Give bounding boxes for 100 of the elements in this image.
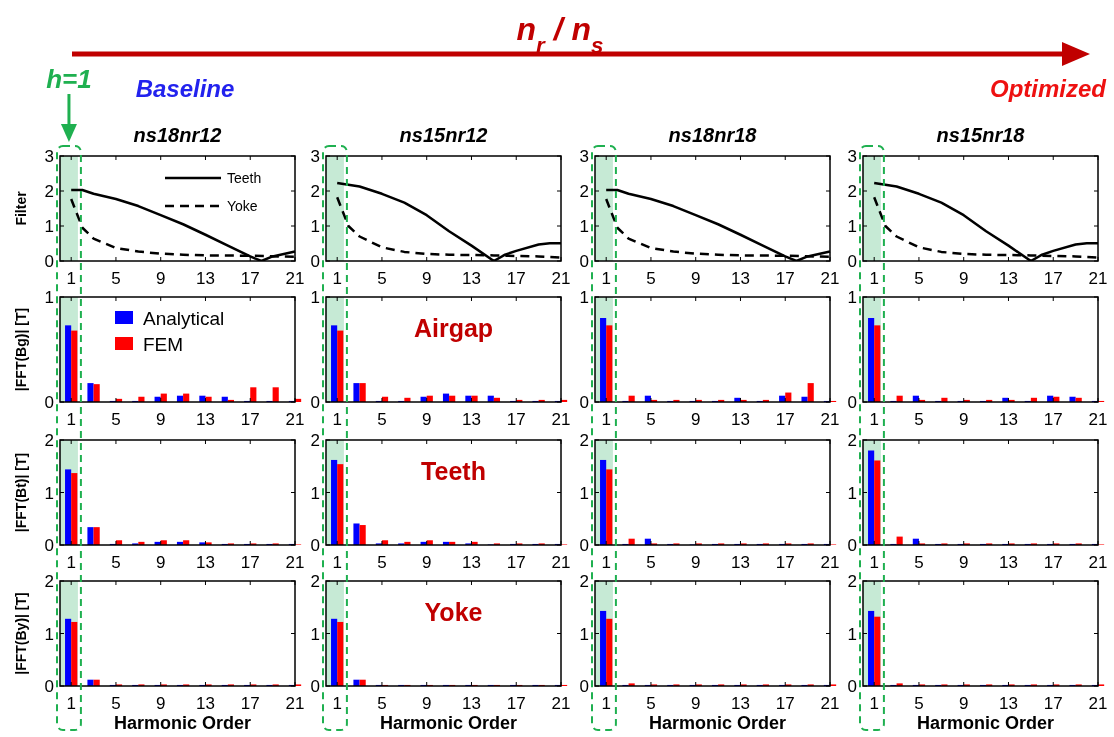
y-tick-label: 1 bbox=[579, 483, 589, 503]
y-tick-label: 0 bbox=[310, 677, 320, 696]
x-tick-label: 9 bbox=[690, 269, 701, 288]
y-tick-label: 2 bbox=[579, 182, 589, 201]
x-tick-label: 5 bbox=[377, 410, 387, 429]
x-tick-label: 1 bbox=[601, 269, 611, 288]
x-tick-label: 9 bbox=[421, 553, 432, 572]
y-tick-label: 1 bbox=[847, 624, 857, 644]
x-tick-label: 1 bbox=[66, 410, 76, 429]
x-tick-label: 21 bbox=[285, 410, 305, 429]
y-axis-title: Filter bbox=[13, 190, 29, 226]
x-tick-label: 21 bbox=[551, 694, 571, 713]
y-tick-label: 0 bbox=[579, 393, 589, 412]
text: h=1 bbox=[46, 64, 92, 94]
y-tick-label: 3 bbox=[310, 147, 320, 166]
x-tick-label: 17 bbox=[506, 410, 526, 429]
x-tick-label: 1 bbox=[869, 694, 879, 713]
x-tick-label: 5 bbox=[111, 410, 121, 429]
x-tick-label: 9 bbox=[690, 410, 701, 429]
x-tick-label: 17 bbox=[775, 694, 795, 713]
x-tick-label: 17 bbox=[1043, 410, 1063, 429]
x-tick-label: 17 bbox=[775, 410, 795, 429]
x-tick-label: 13 bbox=[462, 269, 481, 288]
y-tick-label: 1 bbox=[847, 288, 857, 307]
x-tick-label: 21 bbox=[551, 269, 571, 288]
x-tick-label: 17 bbox=[1043, 553, 1063, 572]
x-tick-label: 17 bbox=[240, 269, 260, 288]
x-tick-label: 17 bbox=[775, 269, 795, 288]
y-tick-label: 0 bbox=[310, 252, 320, 271]
y-tick-label: 2 bbox=[847, 572, 857, 591]
x-tick-label: 21 bbox=[1088, 410, 1108, 429]
x-tick-label: 21 bbox=[820, 553, 840, 572]
x-tick-label: 5 bbox=[377, 269, 387, 288]
x-tick-label: 1 bbox=[869, 553, 879, 572]
x-tick-label: 1 bbox=[601, 694, 611, 713]
y-tick-label: 2 bbox=[44, 431, 54, 450]
x-tick-label: 1 bbox=[332, 410, 342, 429]
y-tick-label: 2 bbox=[847, 431, 857, 450]
y-tick-label: 0 bbox=[44, 393, 54, 412]
x-tick-label: 13 bbox=[196, 269, 215, 288]
x-tick-label: 13 bbox=[196, 410, 215, 429]
x-tick-label: 9 bbox=[690, 694, 701, 713]
x-tick-label: 9 bbox=[421, 269, 432, 288]
x-tick-label: 5 bbox=[111, 553, 121, 572]
x-tick-label: 5 bbox=[377, 553, 387, 572]
y-tick-label: 2 bbox=[310, 182, 320, 201]
y-tick-label: 1 bbox=[310, 483, 320, 503]
y-axis-title: |FFT(Bg)| [T] bbox=[13, 307, 29, 392]
x-tick-label: 9 bbox=[958, 694, 969, 713]
chart-title: ns18nr12 bbox=[133, 124, 222, 146]
x-tick-label: 5 bbox=[646, 694, 656, 713]
x-axis-title: Harmonic Order bbox=[916, 713, 1055, 733]
y-tick-label: 1 bbox=[310, 288, 320, 307]
y-tick-label: 2 bbox=[579, 431, 589, 450]
x-tick-label: 21 bbox=[551, 410, 571, 429]
y-tick-label: 0 bbox=[847, 536, 857, 555]
x-tick-label: 9 bbox=[958, 410, 969, 429]
y-tick-label: 0 bbox=[44, 536, 54, 555]
x-tick-label: 21 bbox=[1088, 269, 1108, 288]
text: Baseline bbox=[135, 75, 235, 102]
x-tick-label: 13 bbox=[731, 269, 750, 288]
x-tick-label: 21 bbox=[820, 694, 840, 713]
x-tick-label: 21 bbox=[551, 553, 571, 572]
y-tick-label: 0 bbox=[847, 677, 857, 696]
x-tick-label: 1 bbox=[869, 269, 879, 288]
text: Optimized bbox=[989, 75, 1108, 102]
x-axis-title: Harmonic Order bbox=[379, 713, 518, 733]
y-tick-label: 2 bbox=[44, 572, 54, 591]
x-tick-label: 1 bbox=[332, 553, 342, 572]
x-tick-label: 13 bbox=[731, 694, 750, 713]
x-tick-label: 5 bbox=[914, 553, 924, 572]
y-tick-label: 0 bbox=[579, 252, 589, 271]
y-tick-label: 0 bbox=[310, 536, 320, 555]
chart-title: ns15nr12 bbox=[399, 124, 488, 146]
y-tick-label: 2 bbox=[310, 431, 320, 450]
x-tick-label: 17 bbox=[506, 553, 526, 572]
x-axis-title: Harmonic Order bbox=[113, 713, 252, 733]
legend-label: Analytical bbox=[143, 308, 225, 329]
x-tick-label: 1 bbox=[601, 410, 611, 429]
x-tick-label: 17 bbox=[506, 269, 526, 288]
x-tick-label: 9 bbox=[958, 553, 969, 572]
y-tick-label: 0 bbox=[847, 393, 857, 412]
annotation: Airgap bbox=[413, 314, 494, 342]
x-tick-label: 5 bbox=[914, 694, 924, 713]
y-tick-label: 1 bbox=[847, 483, 857, 503]
x-tick-label: 13 bbox=[462, 553, 481, 572]
x-tick-label: 17 bbox=[240, 694, 260, 713]
x-tick-label: 9 bbox=[155, 553, 166, 572]
y-tick-label: 0 bbox=[847, 252, 857, 271]
annotation: Teeth bbox=[421, 457, 486, 485]
x-tick-label: 5 bbox=[914, 269, 924, 288]
x-tick-label: 17 bbox=[506, 694, 526, 713]
x-tick-label: 13 bbox=[999, 694, 1018, 713]
x-tick-label: 1 bbox=[66, 694, 76, 713]
x-tick-label: 17 bbox=[1043, 694, 1063, 713]
x-tick-label: 5 bbox=[377, 694, 387, 713]
x-tick-label: 17 bbox=[240, 553, 260, 572]
y-tick-label: 1 bbox=[44, 288, 54, 307]
y-tick-label: 3 bbox=[44, 147, 54, 166]
x-tick-label: 5 bbox=[646, 269, 656, 288]
